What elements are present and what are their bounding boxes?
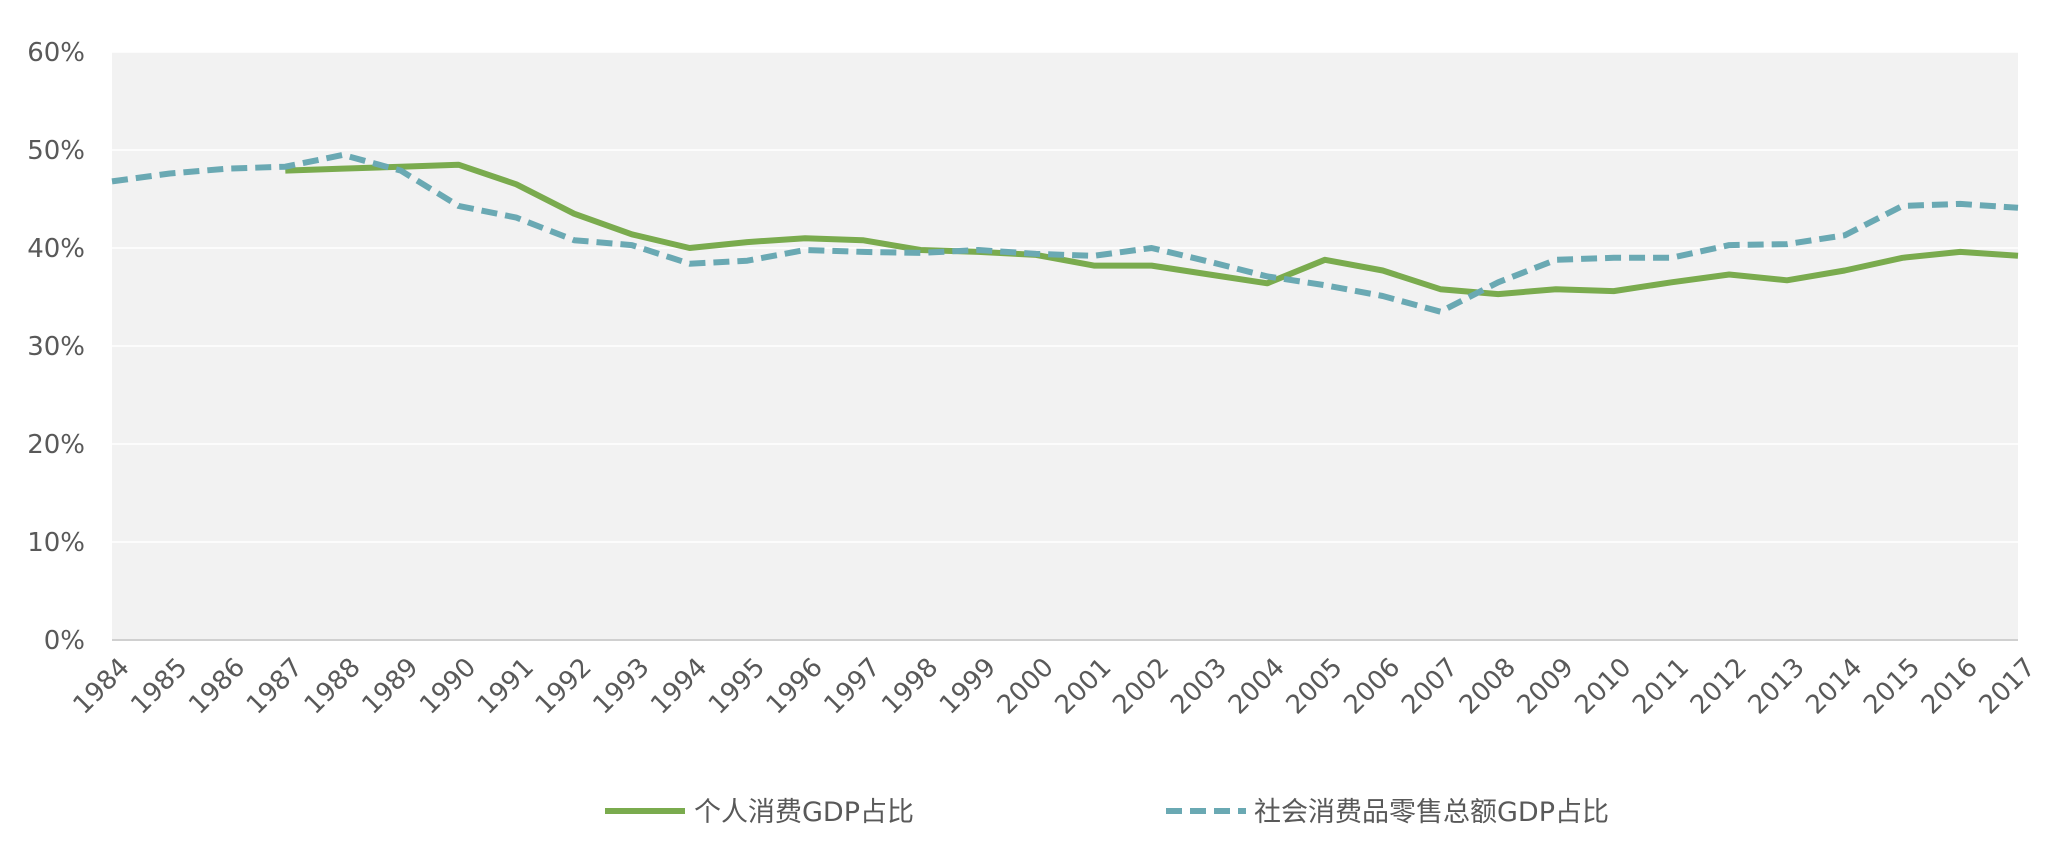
x-tick-label: 1995 xyxy=(703,652,771,720)
x-tick-label: 1985 xyxy=(125,652,193,720)
legend-item-personal-consumption: 个人消费GDP占比 xyxy=(605,797,914,828)
y-axis: 0% 10% 20% 30% 40% 50% 60% xyxy=(27,38,85,656)
legend-label-personal-consumption: 个人消费GDP占比 xyxy=(694,797,914,828)
series-line-retail-sales xyxy=(111,151,2019,315)
series-line-personal-consumption xyxy=(285,161,2019,298)
x-tick-label: 1996 xyxy=(761,652,829,720)
x-axis: 1984198519861987198819891990199119921993… xyxy=(68,652,2042,720)
gridlines xyxy=(112,51,2018,543)
x-tick-label: 2015 xyxy=(1858,652,1926,720)
series-group xyxy=(111,151,2019,315)
x-tick-label: 1989 xyxy=(356,652,424,720)
x-tick-label: 2002 xyxy=(1107,652,1175,720)
x-tick-label: 1992 xyxy=(530,652,598,720)
x-tick-label: 1994 xyxy=(645,652,713,720)
x-tick-label: 2016 xyxy=(1916,652,1984,720)
legend-label-retail-sales: 社会消费品零售总额GDP占比 xyxy=(1254,797,1609,828)
x-tick-label: 1998 xyxy=(876,652,944,720)
x-tick-label: 2004 xyxy=(1223,652,1291,720)
y-tick-label: 20% xyxy=(27,430,85,460)
x-tick-label: 2006 xyxy=(1338,652,1406,720)
x-tick-label: 2014 xyxy=(1800,652,1868,720)
legend: 个人消费GDP占比 社会消费品零售总额GDP占比 xyxy=(605,797,1609,828)
x-tick-label: 2011 xyxy=(1627,652,1695,720)
y-tick-label: 0% xyxy=(44,626,85,656)
x-tick-label: 2005 xyxy=(1281,652,1349,720)
x-tick-label: 2003 xyxy=(1165,652,1233,720)
x-tick-label: 1999 xyxy=(934,652,1002,720)
x-tick-label: 2001 xyxy=(1050,652,1118,720)
x-tick-label: 1997 xyxy=(819,652,887,720)
x-tick-label: 1991 xyxy=(472,652,540,720)
y-tick-label: 60% xyxy=(27,38,85,68)
y-tick-label: 10% xyxy=(27,528,85,558)
legend-item-retail-sales: 社会消费品零售总额GDP占比 xyxy=(1166,797,1609,828)
x-tick-label: 1987 xyxy=(241,652,309,720)
x-tick-label: 2013 xyxy=(1743,652,1811,720)
y-tick-label: 40% xyxy=(27,234,85,264)
x-tick-label: 2012 xyxy=(1685,652,1753,720)
x-tick-label: 1990 xyxy=(414,652,482,720)
x-tick-label: 1984 xyxy=(68,652,136,720)
x-tick-label: 1993 xyxy=(587,652,655,720)
x-tick-label: 1986 xyxy=(183,652,251,720)
x-tick-label: 2017 xyxy=(1974,652,2042,720)
x-tick-label: 1988 xyxy=(299,652,367,720)
y-tick-label: 50% xyxy=(27,136,85,166)
x-tick-label: 2000 xyxy=(992,652,1060,720)
x-tick-label: 2009 xyxy=(1512,652,1580,720)
x-tick-label: 2007 xyxy=(1396,652,1464,720)
y-tick-label: 30% xyxy=(27,332,85,362)
x-tick-label: 2010 xyxy=(1569,652,1637,720)
x-tick-label: 2008 xyxy=(1454,652,1522,720)
